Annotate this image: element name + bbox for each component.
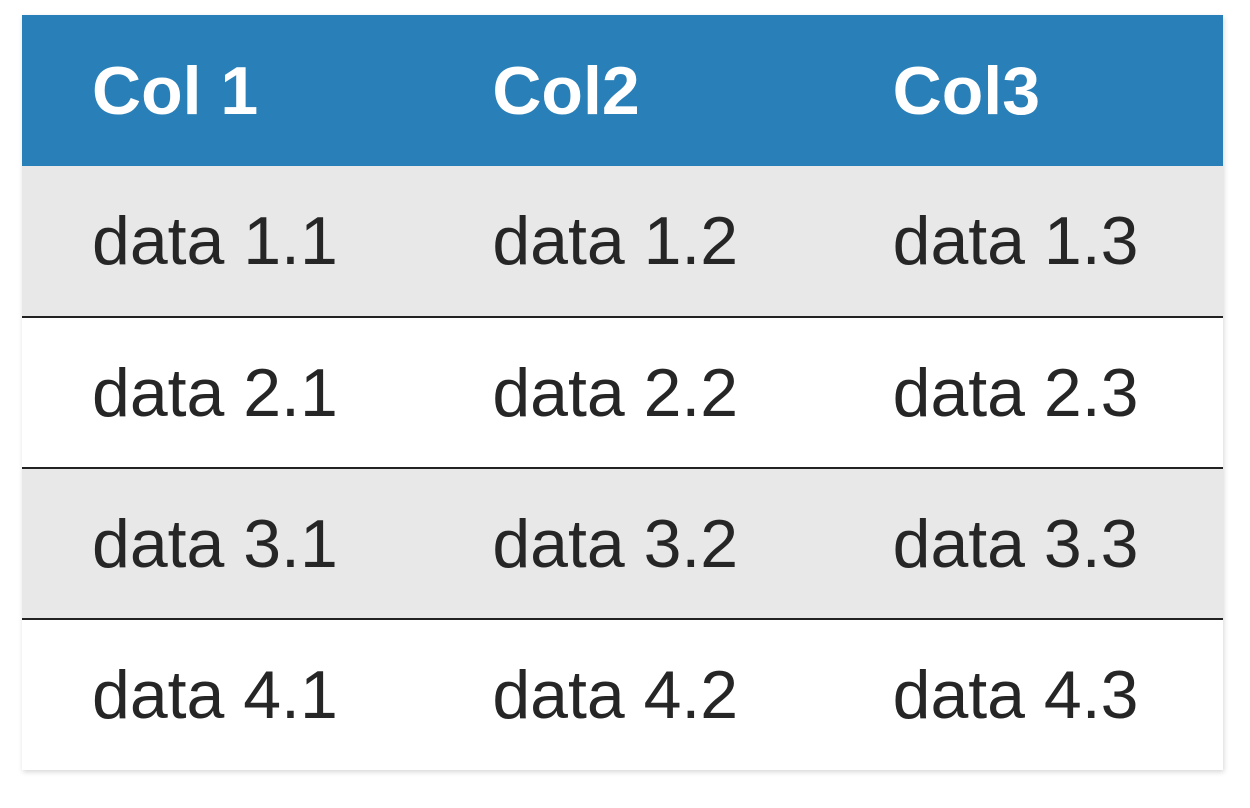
- table-header: Col 1 Col2 Col3: [22, 15, 1223, 166]
- table-cell-r1c3: data 1.3: [892, 203, 1139, 279]
- table-row-4: data 4.1 data 4.2 data 4.3: [22, 618, 1223, 770]
- table-cell-r2c1: data 2.1: [22, 316, 423, 468]
- table-cell-r2c2: data 2.2: [422, 316, 823, 468]
- table-cell-r1c1: data 1.1: [92, 203, 338, 279]
- table-cell-r3c1: data 3.1: [22, 467, 423, 619]
- column-header-col3: Col3: [822, 15, 1223, 166]
- data-table: Col 1 Col2 Col3 data 1.1 data 1.2 data 1…: [22, 15, 1223, 770]
- table-cell-r4c2: data 4.2: [422, 618, 823, 770]
- table-row-3: data 3.1 data 3.2 data 3.3: [22, 467, 1223, 619]
- table-cell-r3c3: data 3.3: [822, 467, 1223, 619]
- table-row-2: data 2.1 data 2.2 data 2.3: [22, 316, 1223, 468]
- table-cell-r4c1: data 4.1: [22, 618, 423, 770]
- table-body: data 1.1 data 1.2 data 1.3 data 2.1 data…: [22, 166, 1223, 770]
- header-row: Col 1 Col2 Col3: [22, 15, 1223, 166]
- column-header-col1: Col 1: [22, 15, 423, 166]
- table-cell-r3c2: data 3.2: [422, 467, 823, 619]
- column-header-col2: Col2: [422, 15, 823, 166]
- table-cell-r2c3: data 2.3: [822, 316, 1223, 468]
- table-row-1: data 1.1 data 1.2 data 1.3: [22, 166, 1223, 317]
- table-cell-r1c2: data 1.2: [492, 203, 739, 279]
- table-cell-r4c3: data 4.3: [822, 618, 1223, 770]
